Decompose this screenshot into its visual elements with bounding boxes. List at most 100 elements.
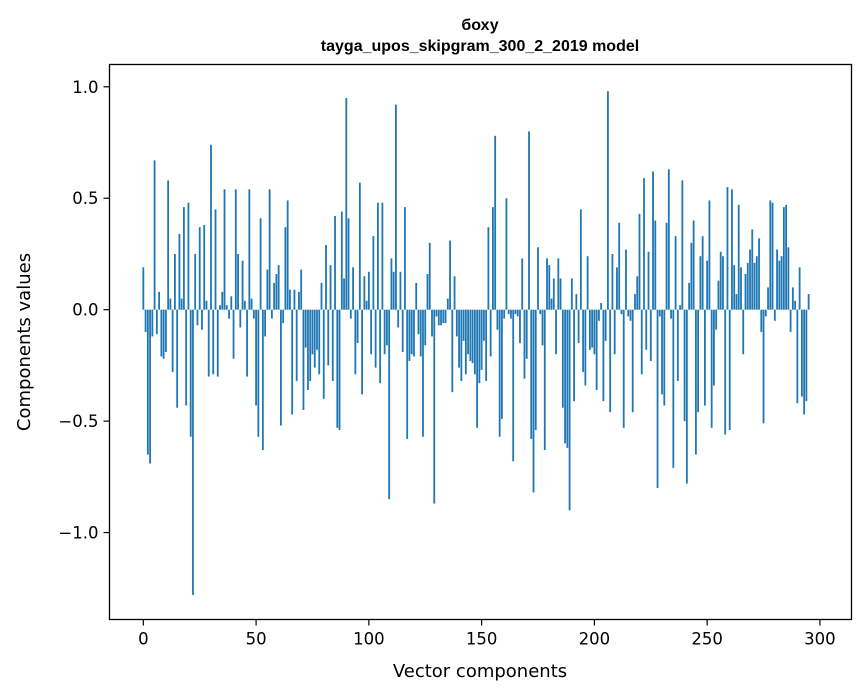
bar bbox=[704, 309, 706, 406]
bar bbox=[598, 309, 600, 321]
bar bbox=[183, 207, 185, 310]
bar bbox=[496, 309, 499, 330]
bar bbox=[593, 309, 596, 355]
bar bbox=[708, 200, 711, 310]
bar bbox=[731, 189, 733, 310]
bar bbox=[478, 309, 481, 384]
bar bbox=[241, 260, 244, 310]
bar bbox=[404, 207, 406, 310]
bar bbox=[232, 309, 235, 359]
bar bbox=[516, 309, 519, 317]
bar bbox=[388, 309, 391, 500]
bar bbox=[363, 276, 366, 310]
bar bbox=[437, 309, 440, 326]
bar bbox=[510, 309, 512, 319]
bar bbox=[771, 202, 774, 310]
bar bbox=[701, 236, 704, 310]
bar bbox=[158, 291, 161, 310]
bar bbox=[415, 282, 418, 310]
bar bbox=[528, 131, 530, 310]
bar bbox=[667, 169, 670, 310]
bar bbox=[807, 294, 810, 310]
bar bbox=[485, 309, 488, 382]
bar bbox=[449, 240, 451, 310]
bar bbox=[559, 278, 562, 310]
bar bbox=[345, 97, 348, 310]
bar bbox=[534, 309, 537, 431]
bar bbox=[320, 282, 323, 310]
bar bbox=[579, 209, 582, 310]
y-axis-label: Components values bbox=[14, 253, 35, 431]
bar bbox=[514, 309, 517, 315]
bar bbox=[343, 278, 345, 310]
bar bbox=[672, 309, 675, 468]
bar bbox=[264, 309, 267, 337]
bar bbox=[356, 309, 359, 344]
bar bbox=[289, 289, 291, 310]
bar bbox=[645, 309, 648, 350]
bar bbox=[658, 309, 661, 317]
bar bbox=[212, 309, 215, 375]
bar bbox=[275, 274, 278, 310]
bar bbox=[201, 309, 203, 330]
bar bbox=[313, 309, 316, 368]
bar bbox=[636, 276, 639, 310]
bar bbox=[728, 309, 731, 431]
bar bbox=[284, 227, 287, 310]
bar bbox=[498, 309, 501, 437]
bar bbox=[767, 287, 769, 310]
bar bbox=[392, 271, 395, 310]
bar bbox=[302, 309, 305, 410]
bar bbox=[600, 302, 603, 310]
bar bbox=[338, 309, 341, 431]
bar bbox=[622, 309, 625, 428]
bar bbox=[433, 309, 436, 504]
bar bbox=[744, 274, 747, 310]
bar bbox=[261, 309, 264, 451]
bar bbox=[214, 209, 217, 310]
bar bbox=[670, 309, 672, 319]
bar bbox=[530, 309, 533, 439]
bar bbox=[676, 309, 679, 382]
bar bbox=[329, 265, 332, 310]
bar bbox=[458, 309, 460, 368]
bar bbox=[167, 180, 170, 310]
bar bbox=[796, 309, 799, 404]
bar bbox=[652, 171, 654, 310]
bar bbox=[568, 309, 571, 511]
bar bbox=[207, 309, 210, 377]
bar bbox=[408, 309, 411, 361]
x-axis-ticks: 0 50 100 150 200 250 300 bbox=[138, 619, 836, 649]
bar bbox=[616, 267, 618, 310]
bar bbox=[162, 309, 165, 359]
bar bbox=[749, 249, 751, 310]
y-tick-label: 0.5 bbox=[72, 189, 98, 208]
bar bbox=[374, 309, 377, 368]
bar bbox=[223, 189, 226, 310]
bar bbox=[250, 298, 253, 310]
bar bbox=[681, 180, 684, 310]
bar bbox=[280, 309, 282, 426]
bar bbox=[546, 258, 548, 310]
bar bbox=[505, 198, 508, 310]
bar bbox=[406, 309, 409, 439]
bar bbox=[379, 309, 382, 384]
bar bbox=[647, 251, 650, 310]
bar bbox=[521, 258, 524, 310]
x-tick-label: 0 bbox=[138, 630, 149, 649]
bar bbox=[196, 309, 199, 326]
bar bbox=[210, 144, 212, 310]
bar bbox=[273, 282, 276, 310]
bar bbox=[187, 202, 190, 310]
bar bbox=[383, 309, 386, 355]
bar bbox=[631, 309, 634, 413]
bar bbox=[311, 309, 314, 355]
bar bbox=[248, 189, 251, 310]
bar bbox=[577, 309, 580, 344]
bar bbox=[286, 200, 289, 310]
bar bbox=[715, 309, 718, 330]
bar bbox=[625, 249, 627, 310]
bar bbox=[803, 309, 806, 415]
bar bbox=[257, 309, 260, 437]
bar bbox=[462, 309, 465, 341]
